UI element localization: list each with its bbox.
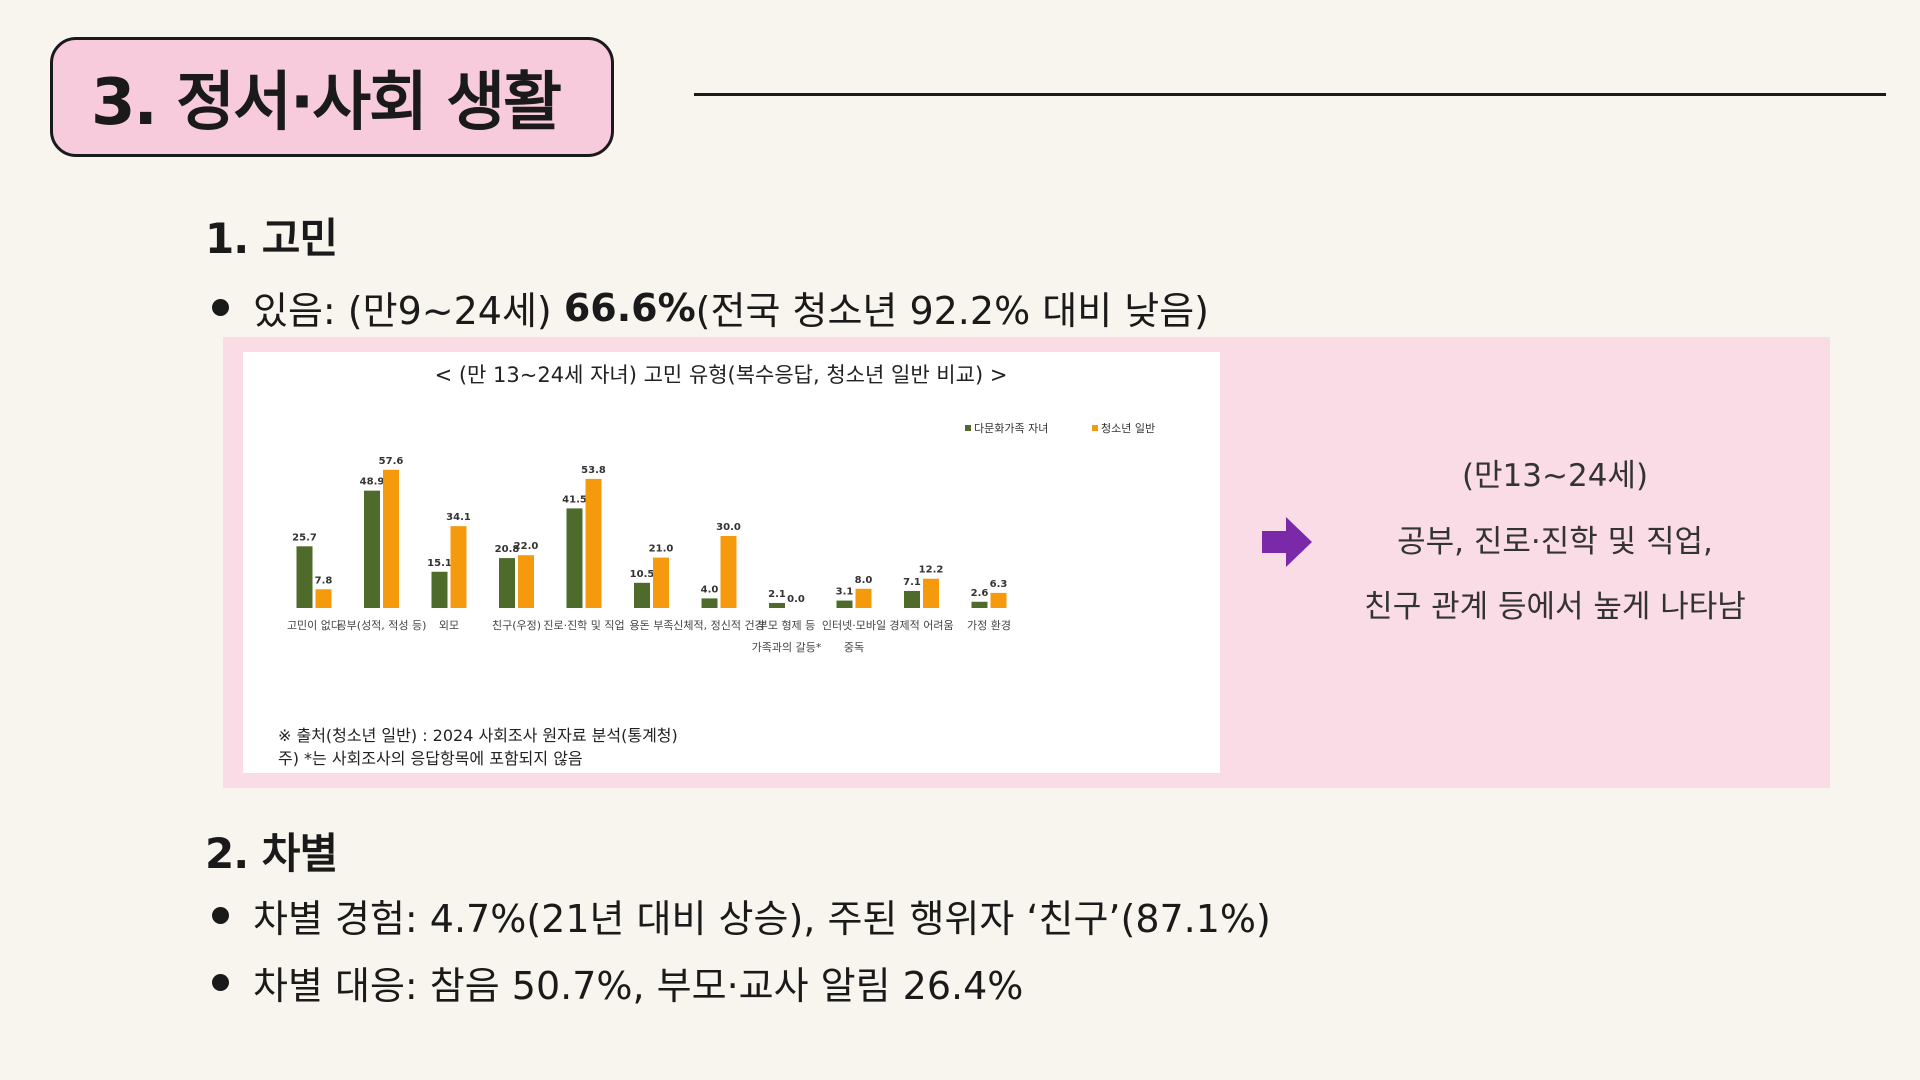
bar-value-label: 0.0 (787, 594, 805, 605)
discrimination-experience-text: 차별 경험: 4.7%(21년 대비 상승), 주된 행위자 ‘친구’(87.1… (253, 897, 1271, 941)
legend-swatch-general (1092, 425, 1098, 431)
bullet-dot-icon (212, 974, 229, 991)
worries-bullet-prefix: 있음: (만9~24세) (253, 289, 564, 333)
chart-legend: 다문화가족 자녀 청소년 일반 (965, 421, 1155, 435)
bar-value-label: 20.8 (495, 544, 520, 555)
bar-multicultural-2 (431, 571, 448, 608)
category-label: 외모 (439, 619, 459, 632)
category-label: 중독 (844, 641, 864, 654)
category-label: 용돈 부족 (630, 619, 674, 632)
category-label: 부모 형제 등 (758, 619, 816, 632)
category-label: 고민이 없다 (287, 619, 341, 632)
bar-value-label: 2.1 (768, 589, 786, 600)
bar-value-label: 48.9 (360, 477, 385, 488)
bar-value-label: 15.1 (427, 558, 452, 569)
bar-multicultural-0 (296, 546, 313, 608)
legend-swatch-multicultural (965, 425, 971, 431)
side-note-age: (만13~24세) (1461, 458, 1649, 494)
right-arrow-icon (1262, 517, 1312, 567)
bar-multicultural-3 (499, 558, 515, 608)
chart-footnote: 주) *는 사회조사의 응답항목에 포함되지 않음 (278, 749, 583, 768)
bar-multicultural-6 (701, 598, 718, 608)
bar-value-label: 2.6 (971, 588, 989, 599)
worries-bullet-suffix: (전국 청소년 92.2% 대비 낮음) (695, 289, 1209, 333)
section-heading-worries: 1. 고민 (205, 214, 338, 263)
category-label: 경제적 어려움 (889, 619, 953, 632)
bar-multicultural-10 (971, 601, 988, 608)
bar-multicultural-4 (566, 508, 583, 608)
bar-value-label: 21.0 (649, 544, 674, 555)
category-label: 공부(성적, 적성 등) (337, 619, 427, 632)
bar-general-0 (315, 589, 332, 608)
bar-multicultural-9 (904, 590, 920, 608)
bar-general-9 (923, 578, 939, 608)
bar-value-label: 3.1 (836, 587, 854, 598)
bullet-dot-icon (212, 907, 229, 924)
chart-source-note: ※ 출처(청소년 일반) : 2024 사회조사 원자료 분석(통계청) (278, 726, 678, 745)
bar-multicultural-8 (836, 600, 853, 608)
chart-bars: 25.7 7.8 48.9 57.6 15.1 34.1 20.822.0 41.5 53.8 1… (292, 456, 1007, 608)
bar-value-label: 6.3 (990, 579, 1008, 590)
bar-general-8 (855, 588, 872, 608)
worry-type-chart: < (만 13~24세 자녀) 고민 유형(복수응답, 청소년 일반 비교) >… (278, 363, 1155, 768)
category-label: 진로·진학 및 직업 (543, 619, 624, 632)
side-note-line2: 공부, 진로·진학 및 직업, (1397, 524, 1713, 560)
side-note-line3: 친구 관계 등에서 높게 나타남 (1364, 589, 1746, 625)
bar-value-label: 12.2 (919, 565, 944, 576)
bar-value-label: 22.0 (514, 541, 539, 552)
bar-general-4 (585, 478, 602, 608)
category-label: 가정 환경 (967, 619, 1011, 632)
bar-general-1 (383, 469, 399, 608)
bar-value-label: 30.0 (716, 522, 741, 533)
bar-value-label: 10.5 (630, 569, 655, 580)
bar-general-5 (653, 557, 669, 608)
bar-value-label: 25.7 (292, 532, 317, 543)
legend-label-general: 청소년 일반 (1101, 421, 1155, 435)
chart-card: < (만 13~24세 자녀) 고민 유형(복수응답, 청소년 일반 비교) >… (243, 352, 1220, 773)
category-label: 친구(우정) (492, 619, 541, 632)
bar-value-label: 34.1 (446, 512, 471, 523)
bullet-dot-icon (212, 299, 229, 316)
category-label: 신체적, 정신적 건강 (673, 619, 764, 632)
bar-general-10 (990, 592, 1007, 608)
bar-value-label: 7.8 (315, 575, 333, 586)
category-label: 인터넷·모바일 (822, 618, 886, 632)
bar-value-label: 53.8 (581, 465, 606, 476)
section-heading-discrimination: 2. 차별 (205, 829, 338, 878)
discrimination-response-text: 차별 대응: 참음 50.7%, 부모·교사 알림 26.4% (253, 964, 1024, 1008)
worries-bullet-highlight: 66.6% (563, 285, 696, 330)
page-title-box: 3. 정서·사회 생활 (50, 37, 614, 157)
bar-multicultural-7 (769, 602, 785, 608)
discrimination-bullet-experience: 차별 경험: 4.7%(21년 대비 상승), 주된 행위자 ‘친구’(87.1… (212, 888, 1271, 943)
bar-value-label: 7.1 (903, 577, 921, 588)
bar-value-label: 57.6 (379, 456, 404, 467)
title-divider (694, 93, 1886, 96)
bar-multicultural-1 (364, 490, 380, 608)
category-label: 가족과의 갈등* (752, 640, 822, 654)
discrimination-bullet-response: 차별 대응: 참음 50.7%, 부모·교사 알림 26.4% (212, 955, 1023, 1010)
bar-multicultural-5 (634, 582, 650, 608)
bar-value-label: 8.0 (855, 575, 873, 586)
bar-general-2 (450, 526, 467, 608)
bar-general-3 (518, 555, 534, 608)
worries-bullet: 있음: (만9~24세) 66.6% (전국 청소년 92.2% 대비 낮음) (212, 280, 1209, 335)
chart-title: < (만 13~24세 자녀) 고민 유형(복수응답, 청소년 일반 비교) > (435, 363, 1008, 387)
bar-value-label: 4.0 (701, 584, 719, 595)
legend-label-multicultural: 다문화가족 자녀 (974, 422, 1048, 435)
bar-value-label: 41.5 (562, 494, 587, 505)
page-title: 3. 정서·사회 생활 (91, 66, 562, 140)
bar-general-6 (720, 536, 737, 608)
